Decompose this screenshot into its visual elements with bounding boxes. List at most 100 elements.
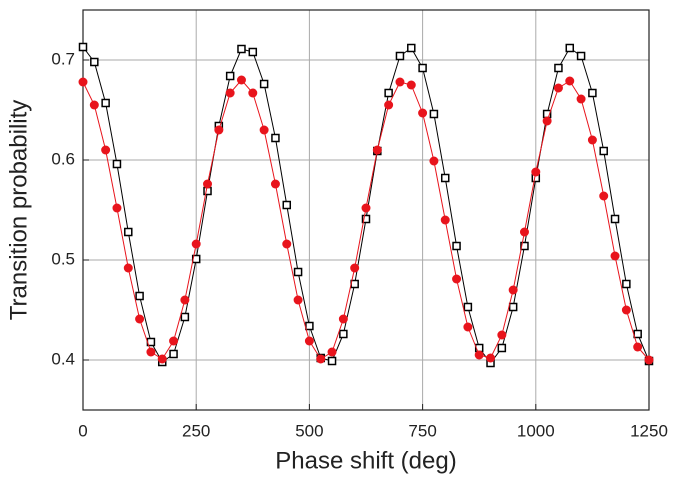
- data-point: [440, 215, 450, 225]
- data-point: [395, 77, 405, 87]
- data-point: [622, 279, 631, 289]
- data-point: [146, 347, 156, 357]
- data-point: [248, 88, 258, 98]
- data-point: [418, 108, 428, 118]
- x-tick-label: 1250: [630, 421, 668, 440]
- data-point: [135, 314, 145, 324]
- data-point: [486, 353, 496, 363]
- data-point: [293, 295, 303, 305]
- data-point: [610, 251, 620, 261]
- data-point: [236, 75, 246, 85]
- data-point: [463, 302, 473, 312]
- data-point: [327, 356, 337, 366]
- y-tick-label: 0.5: [51, 249, 75, 268]
- data-point: [610, 214, 620, 224]
- y-tick-label: 0.7: [51, 49, 75, 68]
- data-point: [554, 63, 563, 73]
- data-point: [474, 350, 484, 360]
- data-point: [644, 355, 654, 365]
- y-axis-title: Transition probability: [5, 100, 32, 321]
- data-point: [565, 43, 575, 53]
- data-point: [338, 314, 348, 324]
- data-point: [519, 227, 529, 237]
- x-tick-label: 1000: [517, 421, 555, 440]
- data-point: [225, 88, 235, 98]
- data-point: [282, 239, 292, 249]
- data-point: [225, 71, 235, 81]
- data-point: [259, 79, 269, 89]
- data-point: [395, 51, 405, 61]
- data-point: [508, 302, 518, 312]
- data-point: [124, 227, 133, 237]
- data-point: [305, 321, 314, 331]
- data-point: [327, 347, 337, 357]
- data-point: [463, 322, 473, 332]
- data-point: [101, 98, 110, 108]
- data-point: [576, 51, 586, 61]
- data-point: [270, 179, 280, 189]
- data-point: [588, 88, 597, 98]
- data-point: [440, 173, 450, 183]
- data-point: [169, 336, 179, 346]
- data-point: [89, 100, 99, 110]
- data-point: [282, 200, 292, 210]
- data-point: [452, 241, 461, 251]
- data-point: [135, 291, 144, 301]
- data-point: [180, 295, 190, 305]
- data-point: [553, 83, 563, 93]
- x-tick-label: 750: [408, 421, 436, 440]
- data-point: [429, 109, 439, 119]
- data-point: [304, 336, 314, 346]
- y-tick-label: 0.6: [51, 149, 75, 168]
- data-point: [123, 263, 133, 273]
- data-point: [78, 42, 88, 52]
- data-point: [599, 191, 609, 201]
- data-point: [621, 305, 631, 315]
- data-point: [316, 354, 326, 364]
- data-point: [157, 354, 167, 364]
- data-point: [78, 77, 88, 87]
- data-point: [633, 329, 642, 339]
- data-point: [169, 349, 178, 359]
- data-point: [237, 44, 246, 54]
- data-point: [407, 43, 416, 53]
- data-point: [384, 100, 394, 110]
- data-point: [372, 145, 382, 155]
- data-point: [112, 159, 122, 169]
- data-point: [576, 94, 586, 104]
- data-point: [271, 133, 280, 143]
- data-point: [112, 203, 122, 213]
- x-tick-label: 250: [182, 421, 210, 440]
- data-point: [259, 125, 269, 135]
- x-tick-label: 0: [78, 421, 87, 440]
- plot-frame: [82, 9, 650, 411]
- data-point: [531, 167, 541, 177]
- data-point: [497, 330, 507, 340]
- data-point: [361, 214, 371, 224]
- data-point: [418, 63, 427, 73]
- data-point: [599, 146, 608, 156]
- data-point: [350, 263, 360, 273]
- x-axis-title: Phase shift (deg): [275, 447, 456, 474]
- data-point: [520, 241, 529, 251]
- data-point: [497, 343, 507, 353]
- data-point: [350, 279, 359, 289]
- data-point: [384, 88, 393, 98]
- data-point: [248, 47, 258, 57]
- y-tick-label: 0.4: [51, 349, 75, 368]
- data-point: [452, 274, 462, 284]
- data-point: [203, 179, 213, 189]
- data-point: [293, 267, 303, 277]
- data-point: [180, 312, 190, 322]
- data-point: [406, 80, 416, 90]
- data-point: [508, 285, 518, 295]
- data-point: [565, 76, 575, 86]
- data-point: [361, 203, 371, 213]
- data-point: [542, 116, 552, 126]
- data-point: [339, 329, 348, 339]
- x-tick-label: 500: [295, 421, 323, 440]
- data-point: [214, 125, 224, 135]
- data-point: [90, 57, 99, 67]
- data-point: [203, 186, 212, 196]
